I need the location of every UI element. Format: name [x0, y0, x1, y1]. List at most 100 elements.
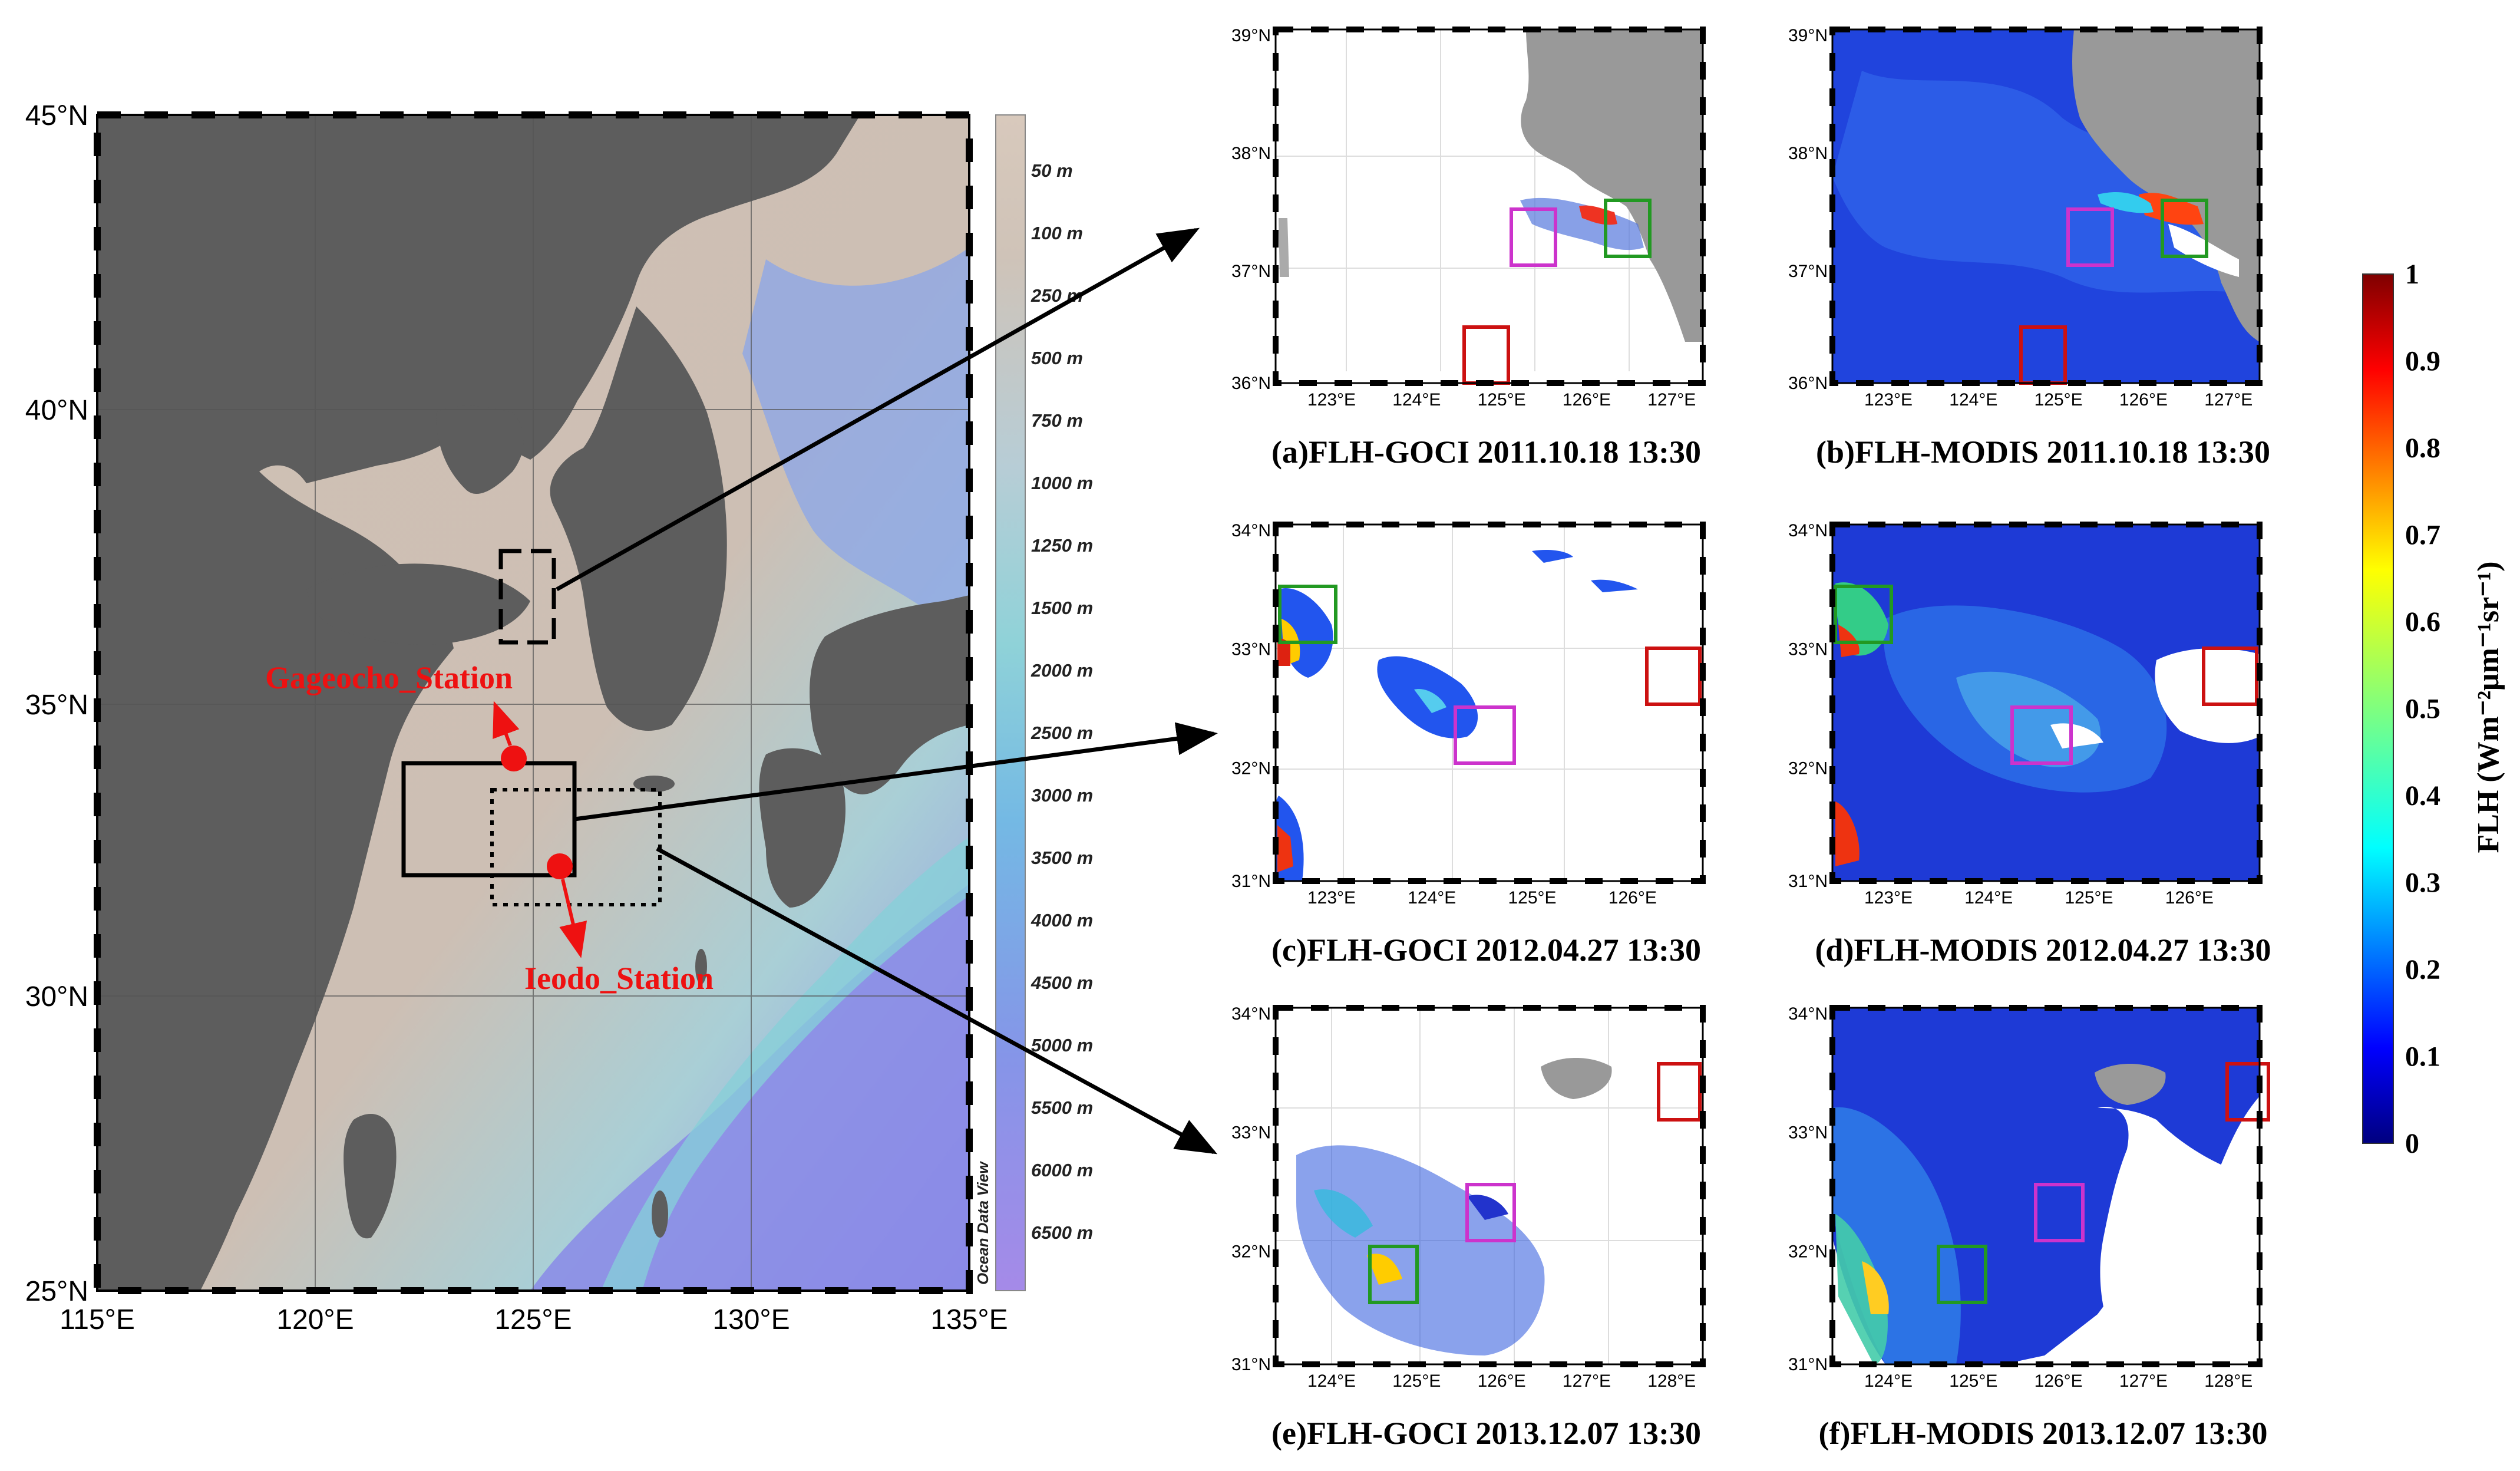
panel-e-lat-label: 31°N — [1231, 1355, 1271, 1374]
panel-f — [1829, 1005, 2270, 1367]
depth-label: 1500 m — [1031, 598, 1093, 618]
panel-b-box-magenta — [2066, 207, 2114, 267]
flh-colorbar-label: FLH (Wm⁻²μm⁻¹sr⁻¹) — [2472, 561, 2505, 853]
panel-d-lat-label: 31°N — [1788, 872, 1828, 891]
svg-text:25°N: 25°N — [25, 1276, 88, 1307]
depth-label: 1000 m — [1031, 473, 1093, 493]
panel-c — [1273, 522, 1706, 884]
panel-a-lon-label: 123°E — [1307, 390, 1356, 410]
flh-tick-label: 0.1 — [2405, 1041, 2440, 1073]
panel-b-lon-label: 125°E — [2035, 390, 2083, 410]
flh-tick-label: 0 — [2405, 1128, 2419, 1159]
station-ieodo: Ieodo_Station — [524, 853, 714, 996]
odv-watermark: Ocean Data View — [974, 1161, 992, 1285]
depth-label: 3500 m — [1031, 847, 1093, 868]
graticule — [97, 115, 969, 1291]
depth-labels: 50 m 100 m 250 m 500 m 750 m 1000 m 1250 m 1500… — [1031, 160, 1093, 1243]
panel-b-lon-label: 124°E — [1949, 390, 1997, 410]
depth-label: 250 m — [1031, 285, 1083, 306]
panel-f-lon-label: 128°E — [2204, 1371, 2253, 1391]
panel-f-lon-label: 125°E — [1949, 1371, 1997, 1391]
panel-d-lat-label: 33°N — [1788, 640, 1828, 659]
depth-label: 5500 m — [1031, 1097, 1093, 1118]
panel-b-land — [2072, 29, 2260, 342]
panel-d-box-green — [1834, 585, 1893, 644]
svg-text:40°N: 40°N — [25, 395, 88, 426]
panel-c-lon-label: 126°E — [1609, 888, 1657, 908]
depth-colorbar — [995, 114, 1026, 1291]
panel-c-caption: (c)FLH-GOCI 2012.04.27 13:30 — [1271, 932, 1701, 968]
panel-f-lon-label: 127°E — [2119, 1371, 2168, 1391]
box-panel-ab — [498, 549, 556, 645]
panel-c-lon-label: 125°E — [1508, 888, 1557, 908]
panel-e-box-green — [1368, 1245, 1419, 1304]
panel-d-lon-label: 124°E — [1964, 888, 2013, 908]
panel-a-lon-label: 126°E — [1563, 390, 1611, 410]
panel-e-lat-label: 33°N — [1231, 1123, 1271, 1143]
depth-label: 2000 m — [1031, 660, 1093, 681]
panel-a-lat-label: 38°N — [1231, 144, 1271, 163]
depth-label: 500 m — [1031, 348, 1083, 368]
panel-f-land — [2095, 1064, 2166, 1105]
panel-f-caption: (f)FLH-MODIS 2013.12.07 13:30 — [1819, 1416, 2268, 1451]
connector-arrows — [556, 227, 1218, 1155]
panel-d-lon-label: 125°E — [2065, 888, 2113, 908]
panel-a-lat-label: 39°N — [1231, 26, 1271, 45]
station-gageocho: Gageocho_Station — [265, 660, 527, 771]
china-land — [97, 115, 860, 1291]
panel-f-box-red — [2225, 1062, 2270, 1122]
flh-tick-label: 1 — [2405, 259, 2419, 290]
panel-f-cloud — [2098, 1107, 2260, 1364]
panel-e-caption: (e)FLH-GOCI 2013.12.07 13:30 — [1271, 1416, 1701, 1451]
kyushu-land — [759, 748, 845, 908]
panel-a-lon-label: 127°E — [1647, 390, 1696, 410]
depth-label: 50 m — [1031, 160, 1073, 181]
panel-c-lat-label: 33°N — [1231, 640, 1271, 659]
panel-c-lat-label: 32°N — [1231, 758, 1271, 778]
svg-text:30°N: 30°N — [25, 981, 88, 1012]
panel-d-lon-label: 123°E — [1864, 888, 1913, 908]
panel-e-box-magenta — [1465, 1183, 1516, 1242]
panel-a — [1273, 27, 1706, 386]
panel-e-lon-label: 124°E — [1307, 1371, 1356, 1391]
panel-b-lat-label: 38°N — [1788, 144, 1828, 163]
panel-f-lon-label: 124°E — [1864, 1371, 1913, 1391]
panel-d-lat-label: 34°N — [1788, 521, 1828, 540]
panel-d-lon-label: 126°E — [2165, 888, 2214, 908]
panel-f-lon-label: 126°E — [2035, 1371, 2083, 1391]
flh-tick-label: 0.9 — [2405, 346, 2440, 377]
flh-tick-label: 0.2 — [2405, 954, 2440, 985]
panel-b-lat-label: 37°N — [1788, 262, 1828, 281]
panel-c-box-green — [1278, 585, 1337, 644]
panel-e-lon-label: 125°E — [1392, 1371, 1441, 1391]
panel-f-lat-label: 33°N — [1788, 1123, 1828, 1143]
panel-c-lon-label: 123°E — [1307, 888, 1356, 908]
panel-f-lat-label: 31°N — [1788, 1355, 1828, 1374]
panel-b-lon-label: 123°E — [1864, 390, 1913, 410]
svg-text:120°E: 120°E — [276, 1304, 354, 1335]
panel-d — [1829, 522, 2263, 884]
panel-d-cloud — [2155, 648, 2260, 743]
panel-a-lon-label: 124°E — [1392, 390, 1441, 410]
station-label-ieodo: Ieodo_Station — [524, 961, 714, 996]
flh-tick-label: 0.4 — [2405, 780, 2440, 812]
depth-label: 750 m — [1031, 410, 1083, 431]
japan-land — [810, 595, 969, 794]
panel-a-lat-label: 36°N — [1231, 374, 1271, 393]
panel-a-lat-label: 37°N — [1231, 262, 1271, 281]
panel-c-lat-label: 34°N — [1231, 521, 1271, 540]
panel-a-box-magenta — [1510, 207, 1557, 267]
svg-text:125°E: 125°E — [494, 1304, 572, 1335]
panel-f-box-magenta — [2034, 1183, 2085, 1242]
main-map: Gageocho_Station Ieodo_Station 45°N 40°N… — [25, 100, 1093, 1335]
depth-label: 3000 m — [1031, 785, 1093, 806]
panel-e-lon-label: 127°E — [1563, 1371, 1611, 1391]
panel-f-lat-label: 34°N — [1788, 1004, 1828, 1024]
flh-tick-label: 0.5 — [2405, 694, 2440, 725]
svg-text:35°N: 35°N — [25, 690, 88, 721]
box-panel-ef — [490, 788, 662, 906]
korea-land — [550, 306, 727, 731]
main-lat-labels: 45°N 40°N 35°N 30°N 25°N — [25, 100, 88, 1307]
panel-d-box-magenta — [2010, 705, 2073, 765]
